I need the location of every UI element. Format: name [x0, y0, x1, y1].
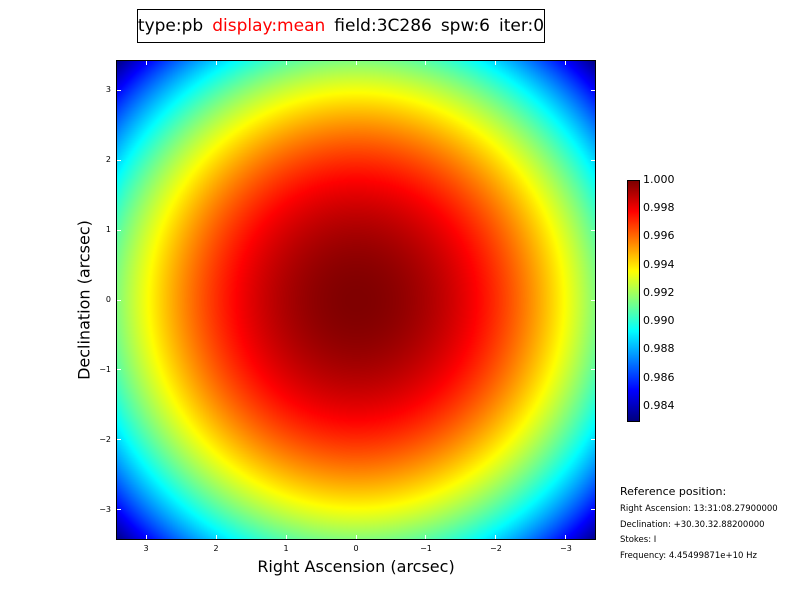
y-tick-label: −2	[99, 434, 111, 444]
reference-ra: Right Ascension: 13:31:08.27900000	[620, 504, 778, 514]
x-tick-mark	[285, 535, 287, 539]
x-tick-mark	[565, 61, 567, 65]
x-tick-label: 3	[143, 544, 149, 553]
reference-stokes: Stokes: I	[620, 535, 657, 545]
y-tick-label: −1	[99, 364, 111, 374]
y-tick-label: −3	[99, 504, 111, 514]
y-tick-mark	[591, 439, 595, 441]
y-tick-mark	[117, 159, 121, 161]
colorbar-tick-label: 0.998	[643, 201, 675, 215]
y-tick-mark	[117, 369, 121, 371]
x-tick-mark	[355, 61, 357, 65]
y-tick-mark	[591, 299, 595, 301]
colorbar-tick-label: 0.986	[643, 370, 675, 384]
title-part: type:pb	[137, 16, 204, 36]
y-tick-label: 0	[105, 295, 111, 304]
reference-frequency: Frequency: 4.45499871e+10 Hz	[620, 550, 757, 561]
y-tick-mark	[591, 229, 595, 231]
title-part: field:3C286	[334, 16, 432, 36]
title-part: display:mean	[212, 16, 326, 36]
y-tick-mark	[591, 509, 595, 511]
title-part: iter:0	[499, 16, 545, 36]
y-tick-mark	[117, 299, 121, 301]
x-axis-label: Right Ascension (arcsec)	[257, 557, 455, 576]
reference-position-info: Reference position: Right Ascension: 13:…	[620, 486, 778, 567]
colorbar-tick-label: 0.992	[643, 285, 675, 299]
x-tick-mark	[565, 535, 567, 539]
x-tick-mark	[495, 535, 497, 539]
y-axis-label: Declination (arcsec)	[74, 220, 94, 380]
y-tick-mark	[591, 369, 595, 371]
x-tick-mark	[495, 61, 497, 65]
colorbar-tick-label: 0.996	[643, 229, 675, 243]
colorbar-tick-label: 1.000	[643, 173, 675, 186]
y-tick-label: 2	[105, 155, 111, 165]
title-part: spw:6	[440, 16, 490, 36]
y-tick-mark	[117, 439, 121, 441]
x-tick-mark	[355, 535, 357, 539]
x-tick-mark	[145, 535, 147, 539]
x-tick-label: −1	[420, 544, 432, 553]
x-tick-mark	[285, 61, 287, 65]
x-tick-mark	[215, 61, 217, 65]
x-tick-mark	[215, 535, 217, 539]
x-tick-mark	[145, 61, 147, 65]
y-tick-label: 1	[105, 225, 111, 235]
x-tick-label: −2	[490, 544, 502, 553]
colorbar-tick-label: 0.990	[643, 314, 675, 328]
x-tick-mark	[425, 535, 427, 539]
colorbar-tick-label: 0.984	[643, 398, 675, 412]
x-tick-label: 1	[283, 544, 289, 553]
reference-heading: Reference position:	[620, 485, 727, 498]
colorbar-tick-label: 0.988	[643, 342, 675, 356]
reference-dec: Declination: +30.30.32.88200000	[620, 519, 765, 530]
x-tick-label: 2	[213, 544, 219, 553]
y-tick-label: 3	[105, 85, 111, 95]
x-tick-label: 0	[353, 544, 359, 553]
y-tick-mark	[591, 159, 595, 161]
y-tick-mark	[117, 229, 121, 231]
primary-beam-heatmap	[116, 60, 596, 540]
plot-title: type:pb display:mean field:3C286 spw:6 iter:…	[137, 9, 545, 43]
colorbar	[627, 180, 640, 422]
y-tick-mark	[117, 89, 121, 91]
x-tick-label: −3	[560, 544, 572, 553]
x-tick-mark	[425, 61, 427, 65]
plot-axes-frame	[116, 60, 596, 540]
y-tick-mark	[591, 89, 595, 91]
y-tick-mark	[117, 509, 121, 511]
colorbar-tick-label: 0.994	[643, 257, 675, 271]
